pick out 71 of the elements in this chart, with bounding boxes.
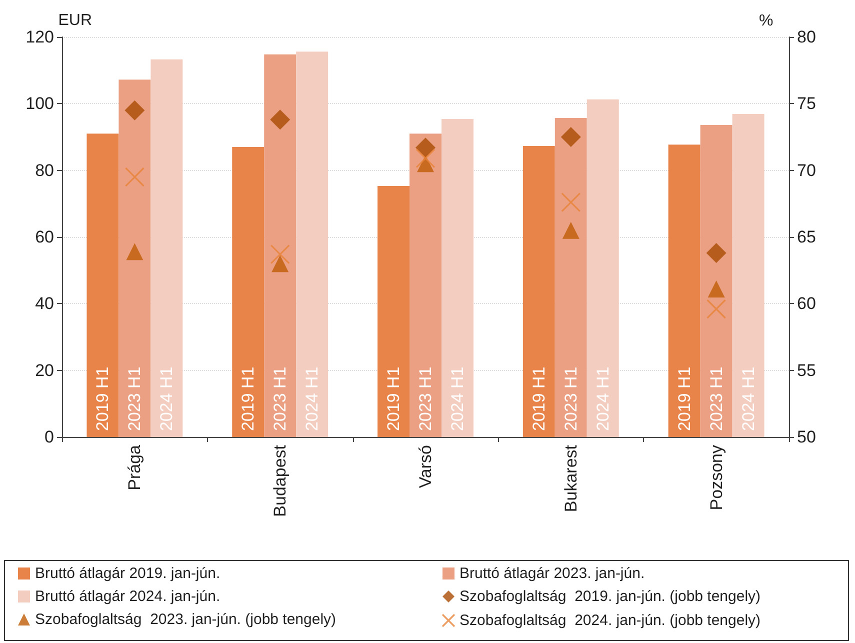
bar — [410, 134, 442, 437]
point — [560, 127, 581, 147]
x-tick-label: Varsó — [416, 445, 435, 488]
annotation: 2023 H1 — [270, 366, 290, 431]
point — [124, 100, 145, 120]
y2-tick-label: 60 — [797, 294, 816, 314]
x-tick-label: Bukarest — [561, 444, 580, 512]
bar — [732, 114, 764, 437]
bar — [150, 59, 183, 437]
annotation: 2024 H1 — [157, 366, 176, 431]
point — [706, 299, 726, 319]
annotation: 2019 H1 — [674, 366, 694, 431]
bar — [264, 54, 296, 437]
bar — [586, 99, 619, 437]
y2-tick-label: 75 — [797, 94, 816, 114]
point — [272, 255, 289, 272]
y-tick-label: 60 — [35, 228, 54, 246]
bar — [554, 118, 587, 437]
point — [561, 192, 581, 212]
y-axis-title: EUR — [58, 12, 92, 30]
y2-tick-label: 55 — [797, 360, 816, 380]
y2-tick-label: 70 — [797, 160, 816, 180]
legend-label: Bruttó átlagár 2024. jan-jún. — [35, 588, 220, 605]
y-tick-label: 100 — [26, 94, 54, 114]
x-tick-label: Budapest — [270, 444, 290, 517]
y2-tick-label: 80 — [797, 28, 816, 46]
annotation: 2019 H1 — [529, 366, 548, 431]
legend-label: Szobafoglaltság 2024. jan-jún. (jobb tengely) — [460, 612, 761, 629]
y-tick-label: 0 — [44, 428, 54, 446]
legend-label: Bruttó átlagár 2019. jan-jún. — [35, 565, 220, 582]
bar — [296, 52, 328, 437]
point — [416, 138, 436, 158]
bar — [232, 147, 264, 437]
bar — [378, 186, 410, 437]
y-tick-label: 40 — [35, 294, 54, 314]
point — [562, 222, 580, 239]
point — [706, 243, 726, 263]
annotation: 2023 H1 — [561, 366, 580, 431]
y-tick-label: 120 — [26, 28, 54, 46]
annotation: 2023 H1 — [416, 366, 435, 431]
annotation: 2019 H1 — [93, 366, 112, 431]
legend-label: Szobafoglaltság 2019. jan-jún. (jobb tengely) — [460, 588, 761, 605]
annotation: 2019 H1 — [384, 366, 404, 431]
annotation: 2023 H1 — [706, 366, 726, 431]
annotation: 2024 H1 — [738, 366, 758, 431]
bar — [668, 144, 700, 437]
legend-label: Bruttó átlagár 2023. jan-jún. — [460, 565, 645, 582]
bar — [86, 134, 119, 437]
x-tick-label: Prága — [125, 444, 144, 490]
legend-label: Szobafoglaltság 2023. jan-jún. (jobb tengely) — [35, 611, 336, 628]
bar — [118, 80, 151, 437]
point — [124, 167, 144, 187]
bar — [522, 146, 555, 437]
bar — [441, 119, 474, 437]
y2-tick-label: 50 — [797, 428, 816, 446]
y2-axis-title: % — [759, 12, 774, 30]
y2-tick-label: 65 — [797, 228, 816, 246]
annotation: 2024 H1 — [302, 366, 322, 431]
y-tick-label: 80 — [35, 160, 54, 180]
point — [270, 244, 290, 264]
x-tick-label: Pozsony — [706, 444, 726, 510]
y-tick-label: 20 — [35, 360, 54, 380]
annotation: 2024 H1 — [448, 366, 467, 431]
annotation: 2024 H1 — [593, 366, 612, 431]
annotation: 2019 H1 — [238, 366, 258, 431]
annotation: 2023 H1 — [125, 366, 144, 431]
point — [270, 110, 290, 130]
point — [416, 148, 436, 168]
point — [708, 280, 725, 298]
bar — [700, 125, 732, 437]
point — [126, 243, 144, 260]
